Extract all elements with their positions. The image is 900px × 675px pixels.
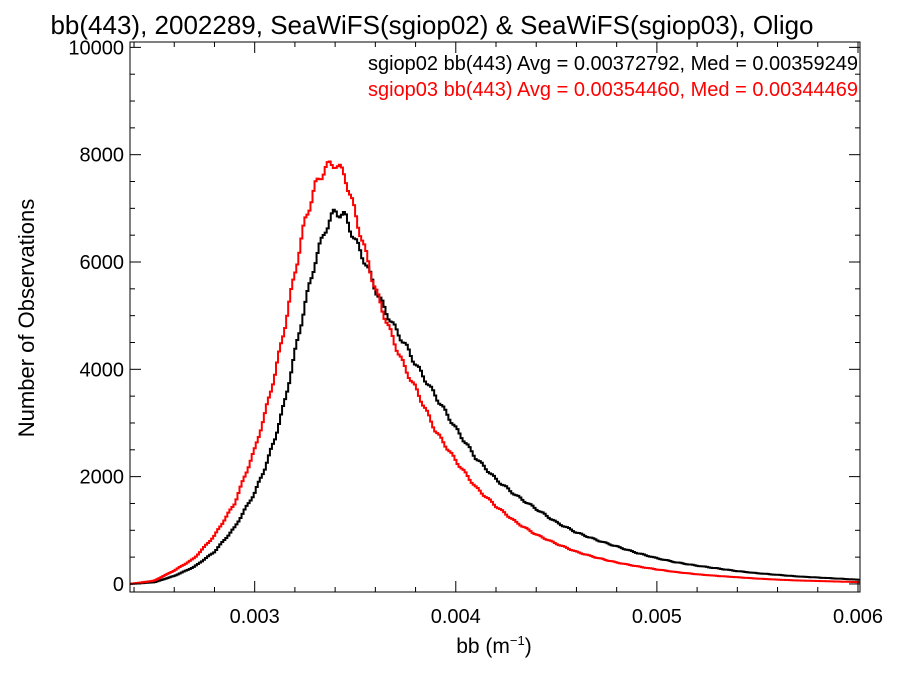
axes-layer: 0.003 0.004 0.005 0.006 0 2000 4000 6000 8000 100… xyxy=(68,37,883,628)
x-tick-label: 0.006 xyxy=(833,606,883,628)
x-tick-label: 0.005 xyxy=(632,606,682,628)
series-line-sgiop03 xyxy=(130,160,860,585)
y-tick-label: 4000 xyxy=(80,359,125,381)
y-tick-label: 10000 xyxy=(68,37,124,59)
x-axis-label-main: bb (m xyxy=(456,635,510,658)
y-tick-label: 2000 xyxy=(80,467,125,489)
y-tick-label: 0 xyxy=(113,574,124,596)
legend-entry-sgiop02: sgiop02 bb(443) Avg = 0.00372792, Med = … xyxy=(368,53,858,75)
chart-title: bb(443), 2002289, SeaWiFS(sgiop02) & Sea… xyxy=(50,10,813,40)
y-axis-label: Number of Observations xyxy=(14,199,39,437)
x-axis-label-suffix: ) xyxy=(525,635,532,658)
x-tick-label: 0.004 xyxy=(431,606,481,628)
series-layer xyxy=(130,160,860,585)
y-tick-label: 8000 xyxy=(80,145,125,167)
series-line-sgiop02 xyxy=(130,208,860,585)
plot-frame xyxy=(129,41,861,593)
x-axis-label-superscript: −1 xyxy=(510,633,525,648)
y-tick-label: 6000 xyxy=(80,252,125,274)
x-axis-label: bb (m−1) xyxy=(456,633,532,658)
legend-entry-sgiop03: sgiop03 bb(443) Avg = 0.00354460, Med = … xyxy=(368,79,858,101)
x-tick-label: 0.003 xyxy=(230,606,280,628)
